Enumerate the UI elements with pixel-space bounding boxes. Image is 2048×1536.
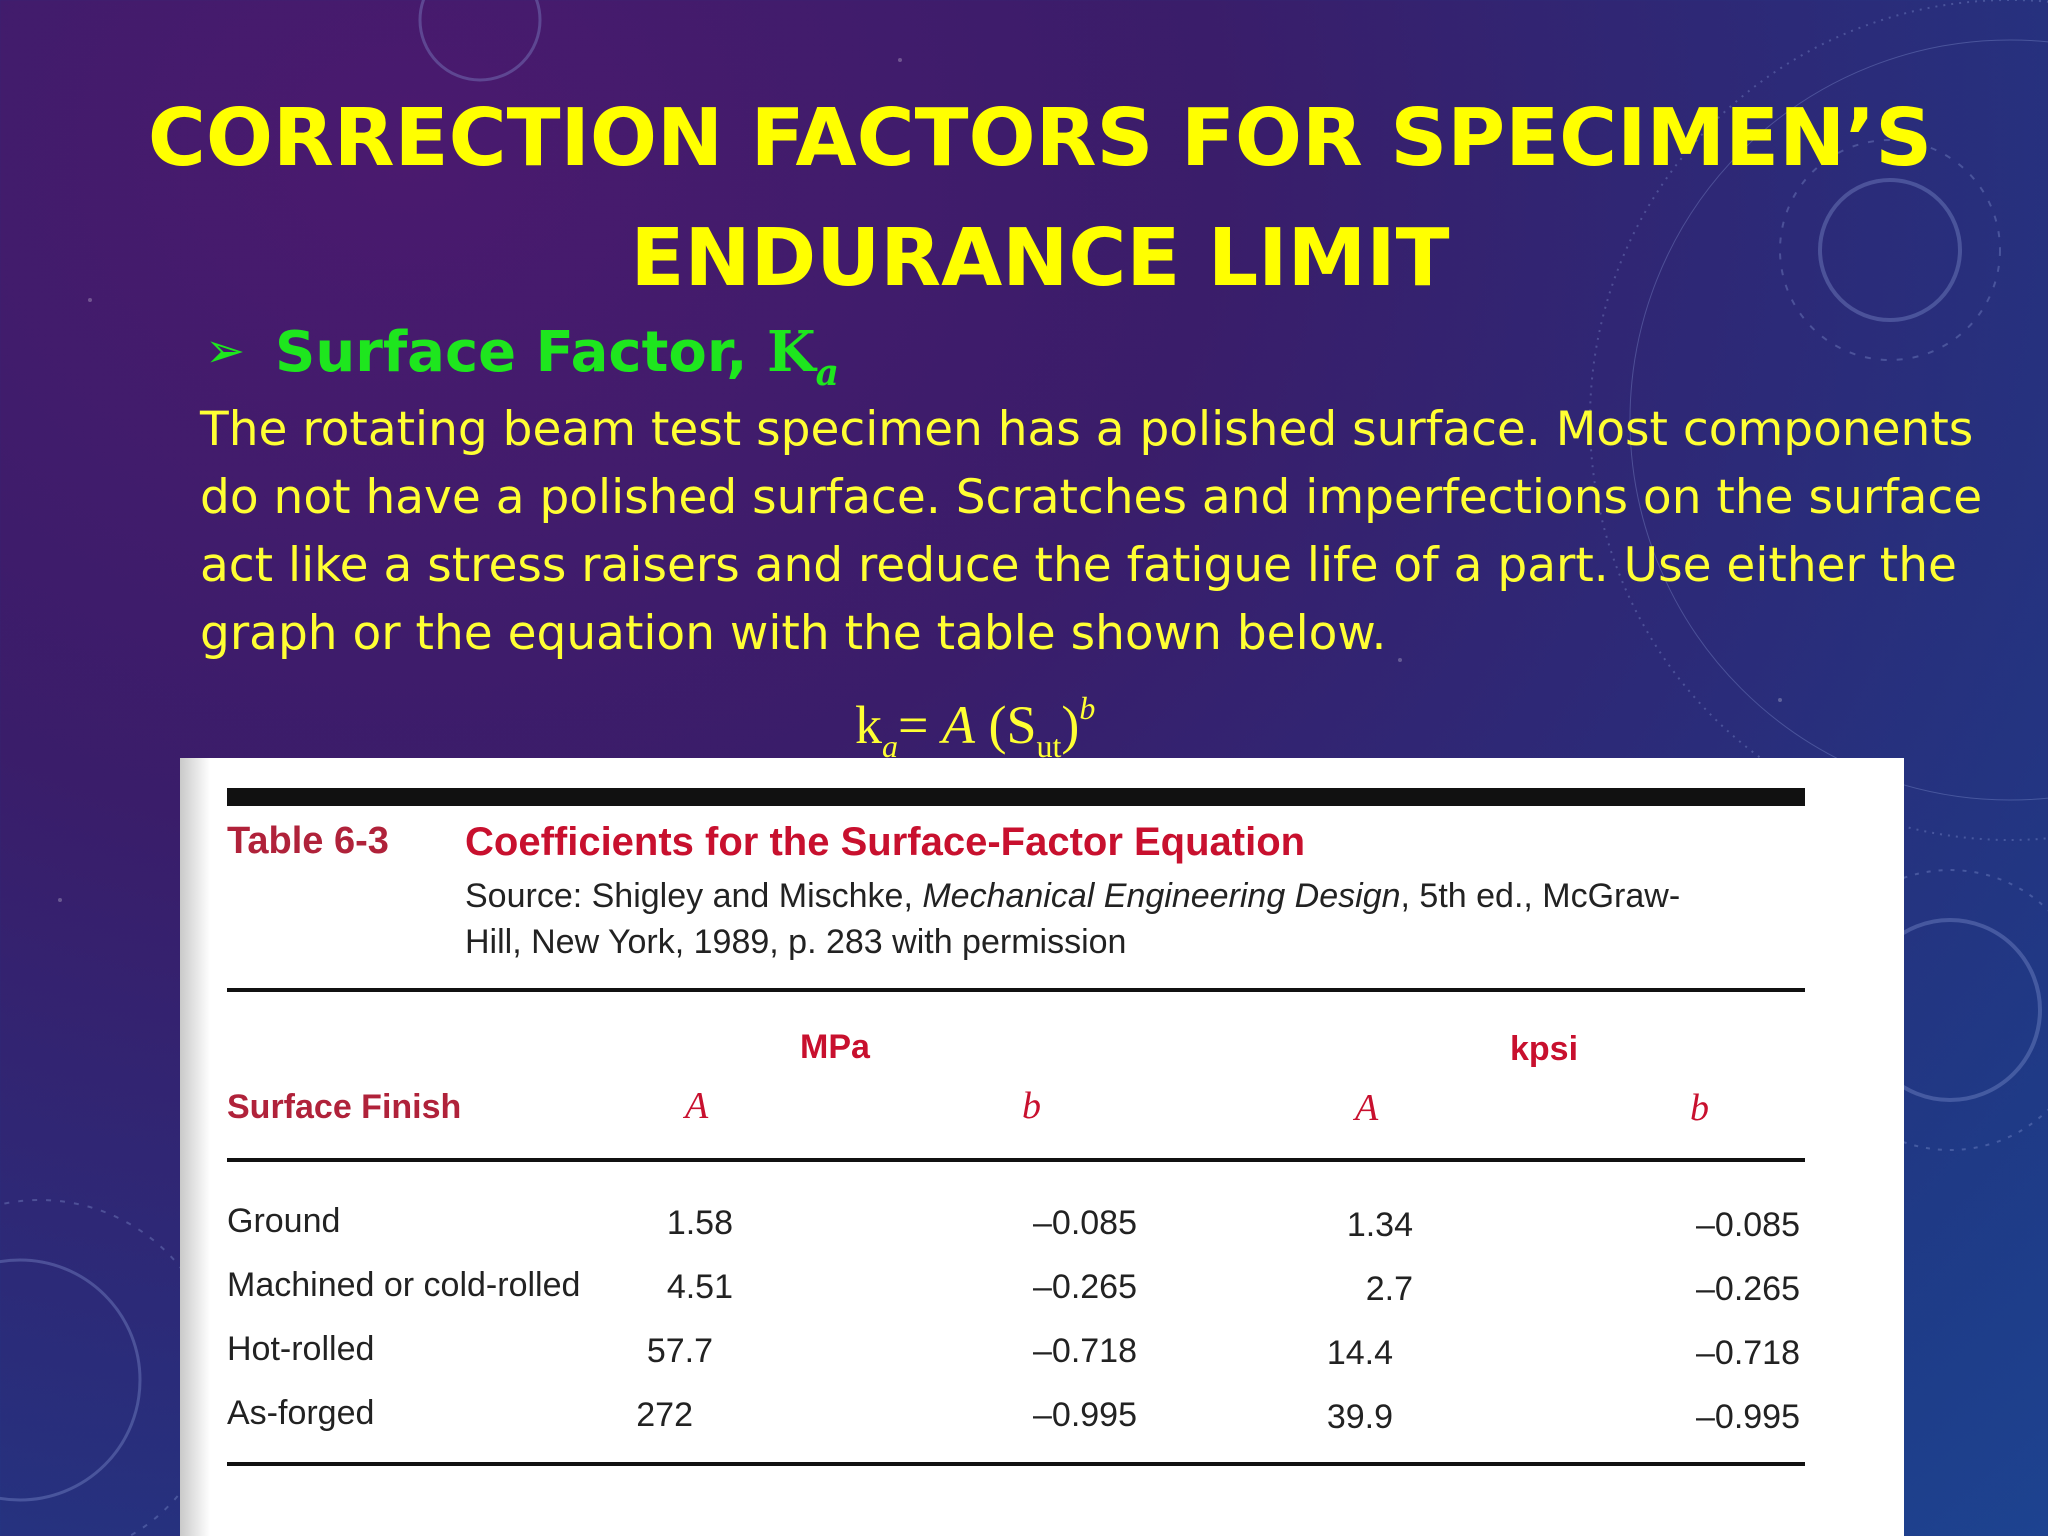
table-top-rule: [227, 788, 1805, 806]
formula-equals: =: [898, 695, 942, 755]
table-cell-kpsi-b: –0.265: [1696, 1270, 1800, 1308]
description-line: act like a stress raisers and reduce the…: [200, 538, 1957, 593]
table-header-rule: [227, 1158, 1805, 1162]
source-line-2: Hill, New York, 1989, p. 283 with permis…: [465, 923, 1127, 961]
surface-factor-symbol: K: [767, 319, 816, 385]
column-header-surface-finish: Surface Finish: [227, 1088, 462, 1126]
table-cell-mpa-a: 57.7: [646, 1332, 713, 1370]
surface-factor-label: Surface Factor,: [275, 320, 748, 385]
table-row-finish: Ground: [227, 1202, 341, 1240]
table-cell-kpsi-a: 39.9: [1326, 1398, 1393, 1436]
description-line: do not have a polished surface. Scratche…: [200, 470, 1983, 525]
table-cell-kpsi-b: –0.718: [1696, 1334, 1800, 1372]
source-suffix: , 5th ed., McGraw-: [1400, 877, 1681, 915]
table-cell-mpa-b: –0.265: [1033, 1268, 1137, 1306]
formula-close: ): [1061, 695, 1080, 755]
formula-coefficient: A: [941, 695, 975, 755]
surface-factor-formula: ka= A (Sut)b: [855, 690, 1095, 765]
column-header-kpsi-a: A: [1355, 1087, 1379, 1129]
table-cell-mpa-a: 1.58: [666, 1204, 733, 1242]
table-source: Source: Shigley and Mischke, Mechanical …: [465, 873, 1805, 965]
slide-title: CORRECTION FACTORS FOR SPECIMEN’S ENDURA…: [0, 78, 2048, 318]
table-caption-rule: [227, 988, 1805, 992]
scan-shadow: [180, 758, 210, 1536]
description-line: The rotating beam test specimen has a po…: [200, 402, 1974, 457]
coefficients-table-image: Table 6-3 Coefficients for the Surface-F…: [180, 758, 1904, 1536]
table-cell-mpa-a: 4.51: [666, 1268, 733, 1306]
table-row-finish: Hot-rolled: [227, 1330, 375, 1368]
table-number: Table 6-3: [227, 820, 389, 862]
formula-k: k: [855, 695, 882, 755]
group-header-mpa: MPa: [800, 1028, 870, 1066]
surface-factor-symbol-subscript: a: [815, 352, 839, 394]
table-cell-mpa-b: –0.085: [1033, 1204, 1137, 1242]
source-prefix: Source: Shigley and Mischke,: [465, 877, 923, 915]
source-book-title: Mechanical Engineering Design: [922, 877, 1401, 915]
column-header-mpa-b: b: [1022, 1085, 1041, 1127]
description-line: graph or the equation with the table sho…: [200, 606, 1387, 661]
table-row-finish: As-forged: [227, 1394, 375, 1432]
group-header-kpsi: kpsi: [1510, 1030, 1579, 1068]
table-cell-mpa-b: –0.995: [1033, 1396, 1137, 1434]
table-bottom-rule: [227, 1462, 1805, 1466]
formula-exponent: b: [1079, 690, 1096, 726]
table-cell-kpsi-a: 2.7: [1365, 1270, 1413, 1308]
table-cell-mpa-a: 272: [636, 1396, 693, 1434]
slide-title-line-2: ENDURANCE LIMIT: [630, 212, 1450, 304]
surface-factor-heading: ➢ Surface Factor, Ka: [205, 318, 839, 406]
table-title: Coefficients for the Surface-Factor Equa…: [465, 820, 1306, 864]
table-cell-kpsi-a: 1.34: [1346, 1206, 1413, 1244]
description-paragraph: The rotating beam test specimen has a po…: [200, 396, 2000, 668]
formula-k-subscript: a: [882, 728, 898, 764]
table-cell-kpsi-a: 14.4: [1326, 1334, 1393, 1372]
formula-open: (S: [974, 695, 1037, 755]
table-row-finish: Machined or cold-rolled: [227, 1266, 581, 1304]
arrow-bullet-icon: ➢: [205, 323, 246, 379]
slide-title-line-1: CORRECTION FACTORS FOR SPECIMEN’S: [147, 92, 1933, 184]
column-header-kpsi-b: b: [1690, 1087, 1709, 1129]
column-header-mpa-a: A: [685, 1085, 709, 1127]
table-cell-kpsi-b: –0.995: [1696, 1398, 1800, 1436]
table-cell-kpsi-b: –0.085: [1696, 1206, 1800, 1244]
table-cell-mpa-b: –0.718: [1033, 1332, 1137, 1370]
